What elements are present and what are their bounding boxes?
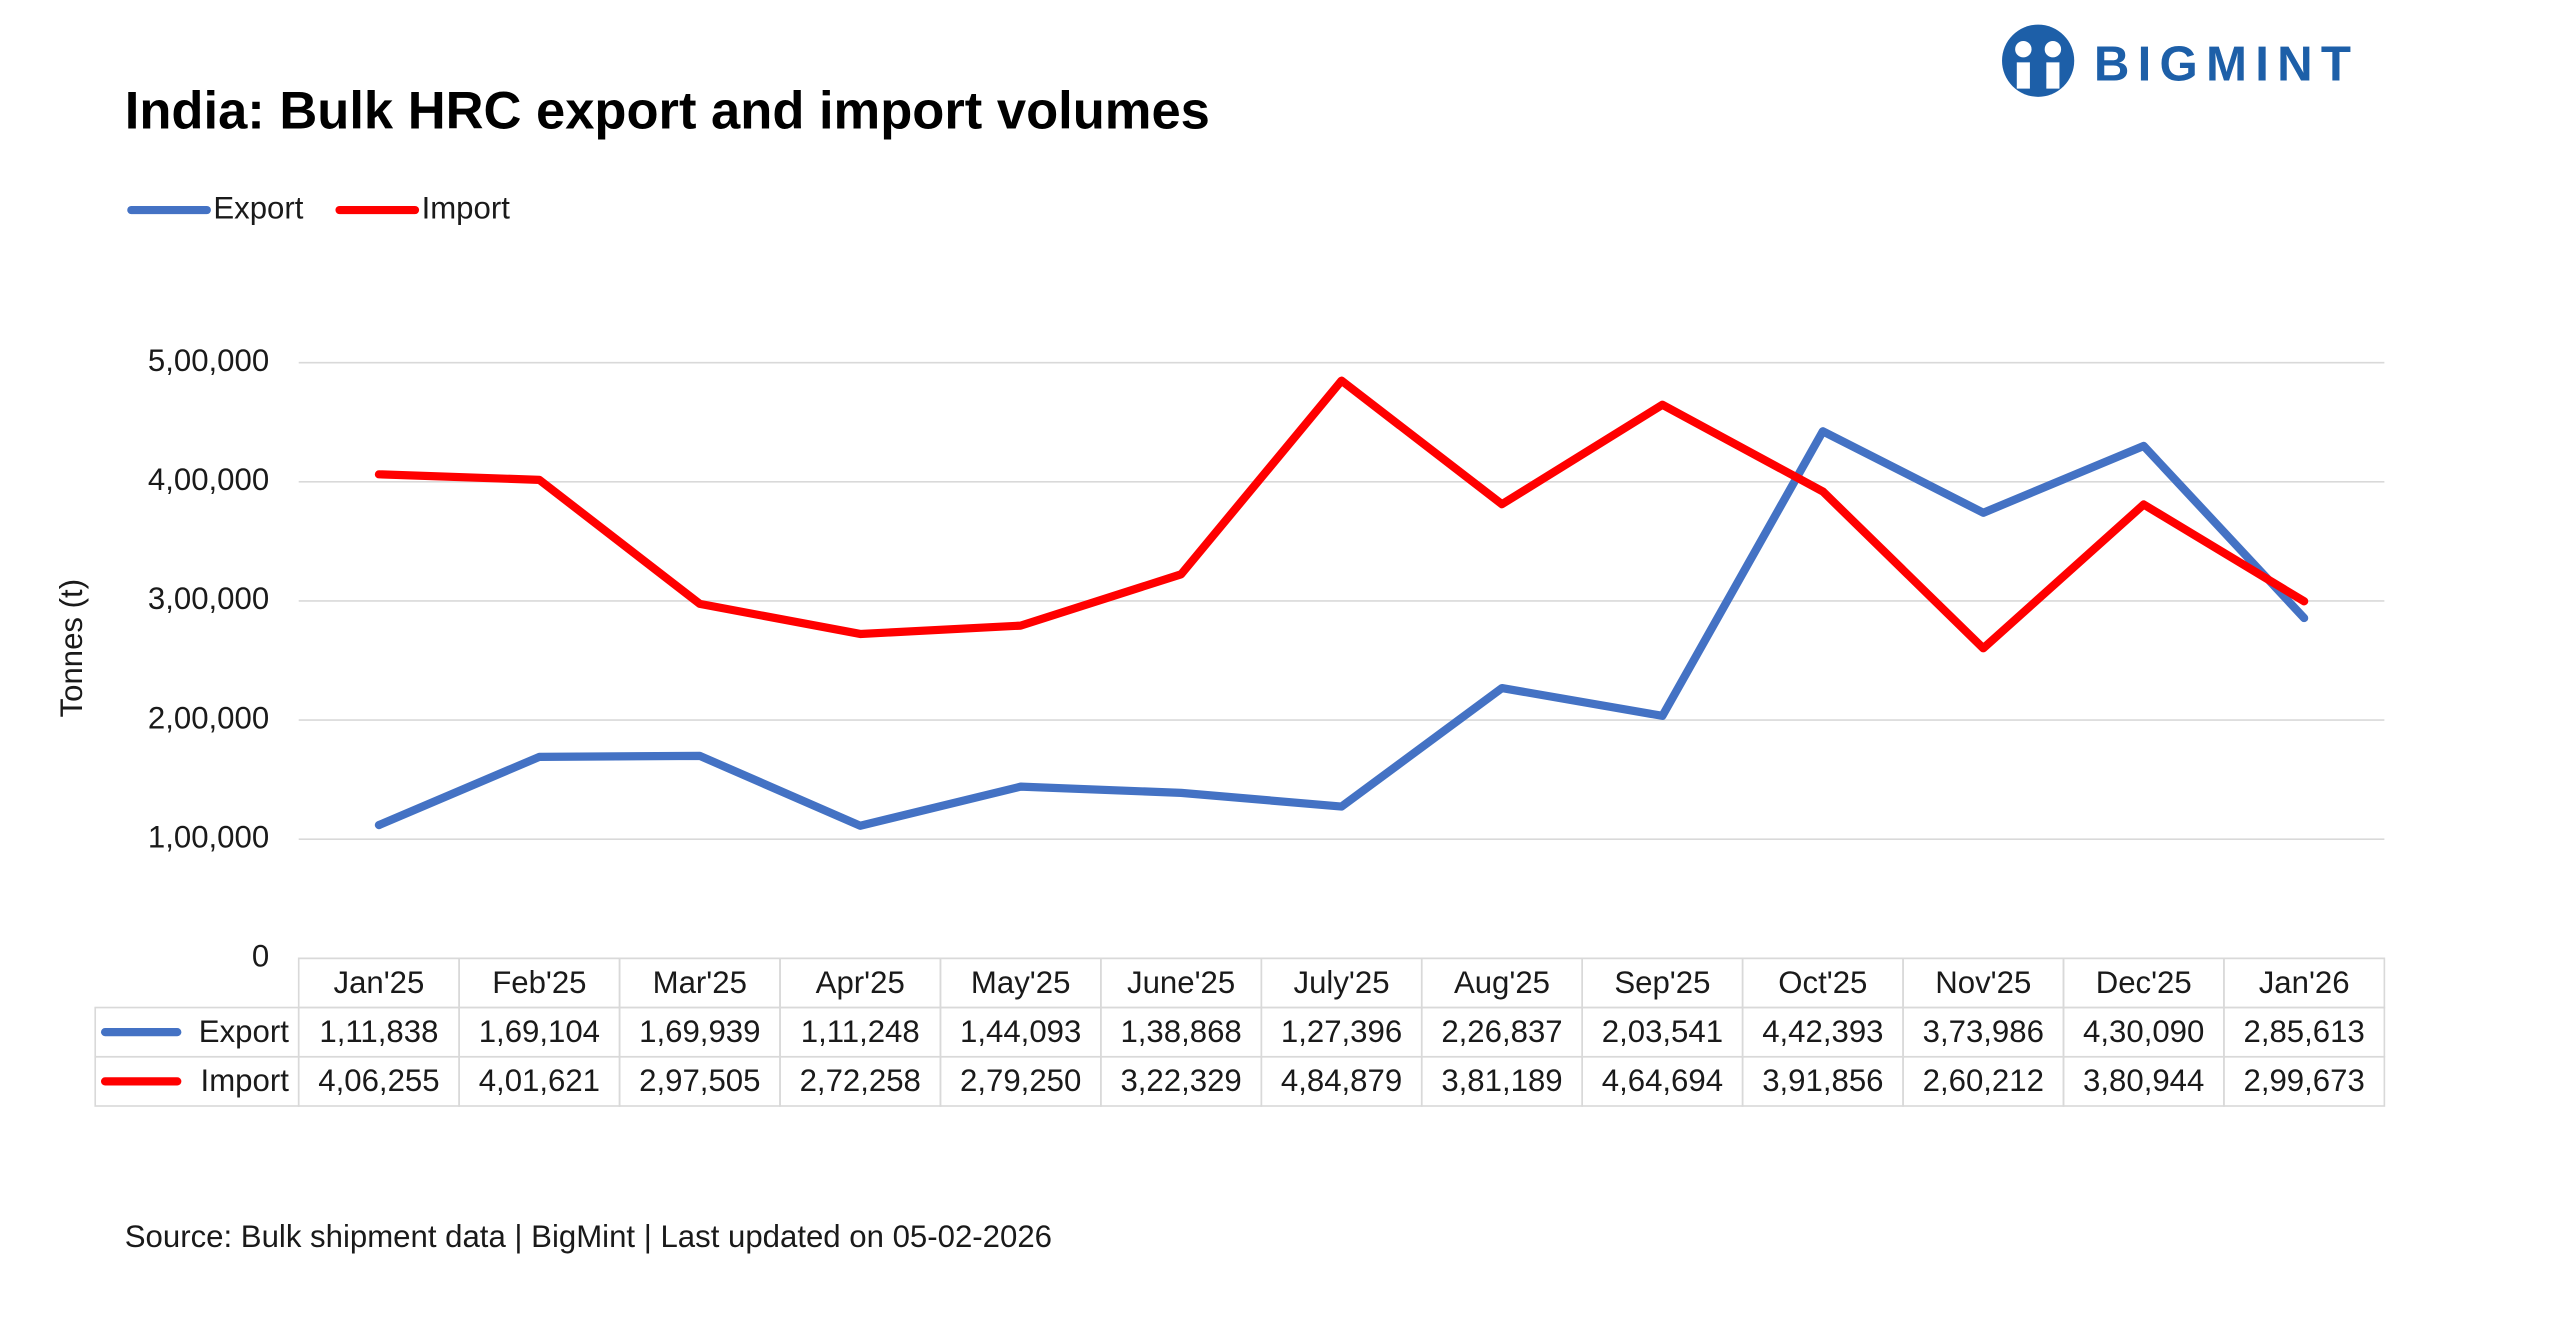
table-row-label: Export xyxy=(199,1014,289,1049)
x-tick-label: Jan'25 xyxy=(334,965,425,1000)
table-value: 3,73,986 xyxy=(1923,1014,2044,1049)
table-value: 1,69,939 xyxy=(639,1014,760,1049)
table-row-label: Import xyxy=(201,1063,290,1098)
x-tick-label: Dec'25 xyxy=(2096,965,2192,1000)
table-value: 2,72,258 xyxy=(800,1063,921,1098)
y-tick-label: 2,00,000 xyxy=(148,700,269,735)
y-tick-label: 3,00,000 xyxy=(148,581,269,616)
logo-icon xyxy=(2046,62,2060,89)
table-value: 2,79,250 xyxy=(960,1063,1081,1098)
source-note: Source: Bulk shipment data | BigMint | L… xyxy=(125,1219,1052,1254)
logo-icon xyxy=(2044,41,2062,58)
logo-text: BIGMINT xyxy=(2094,36,2359,91)
y-tick-label: 4,00,000 xyxy=(148,462,269,497)
table-value: 4,06,255 xyxy=(318,1063,439,1098)
table-value: 3,91,856 xyxy=(1762,1063,1883,1098)
logo: BIGMINT xyxy=(2002,24,2359,97)
legend-label: Export xyxy=(213,190,303,225)
x-tick-label: June'25 xyxy=(1127,965,1235,1000)
table-value: 1,69,104 xyxy=(479,1014,600,1049)
table-value: 2,26,837 xyxy=(1441,1014,1562,1049)
x-tick-label: Oct'25 xyxy=(1778,965,1867,1000)
table-value: 4,84,879 xyxy=(1281,1063,1402,1098)
table-value: 2,85,613 xyxy=(2244,1014,2365,1049)
table-value: 4,42,393 xyxy=(1762,1014,1883,1049)
table-value: 2,97,505 xyxy=(639,1063,760,1098)
x-tick-label: Feb'25 xyxy=(492,965,586,1000)
table-value: 3,22,329 xyxy=(1120,1063,1241,1098)
table-value: 1,11,838 xyxy=(319,1014,438,1049)
y-axis-label: Tonnes (t) xyxy=(54,579,89,718)
legend-label: Import xyxy=(422,190,511,225)
x-tick-label: Aug'25 xyxy=(1454,965,1550,1000)
table-value: 1,27,396 xyxy=(1281,1014,1402,1049)
table-value: 4,01,621 xyxy=(479,1063,600,1098)
y-tick-label: 1,00,000 xyxy=(148,819,269,854)
y-tick-label: 0 xyxy=(252,939,269,974)
y-tick-label: 5,00,000 xyxy=(148,343,269,378)
x-tick-label: Nov'25 xyxy=(1935,965,2031,1000)
table-value: 4,64,694 xyxy=(1602,1063,1723,1098)
table-value: 1,38,868 xyxy=(1120,1014,1241,1049)
logo-icon xyxy=(2015,41,2032,58)
chart-title: India: Bulk HRC export and import volume… xyxy=(125,82,1210,141)
table-value: 3,80,944 xyxy=(2083,1063,2204,1098)
series-line xyxy=(374,376,2309,653)
table-value: 4,30,090 xyxy=(2083,1014,2204,1049)
x-tick-label: July'25 xyxy=(1294,965,1390,1000)
series-line xyxy=(374,427,2309,830)
logo-icon xyxy=(2016,62,2030,89)
table-value: 1,44,093 xyxy=(960,1014,1081,1049)
x-tick-label: May'25 xyxy=(971,965,1070,1000)
table-value: 2,03,541 xyxy=(1602,1014,1723,1049)
table-value: 1,11,248 xyxy=(801,1014,920,1049)
table-value: 3,81,189 xyxy=(1441,1063,1562,1098)
x-tick-label: Sep'25 xyxy=(1614,965,1710,1000)
x-tick-label: Apr'25 xyxy=(816,965,905,1000)
table-value: 2,99,673 xyxy=(2244,1063,2365,1098)
x-tick-label: Mar'25 xyxy=(653,965,747,1000)
logo-icon xyxy=(2002,24,2075,97)
table-cell xyxy=(2223,1055,2386,1107)
x-tick-label: Jan'26 xyxy=(2259,965,2350,1000)
table-value: 2,60,212 xyxy=(1923,1063,2044,1098)
